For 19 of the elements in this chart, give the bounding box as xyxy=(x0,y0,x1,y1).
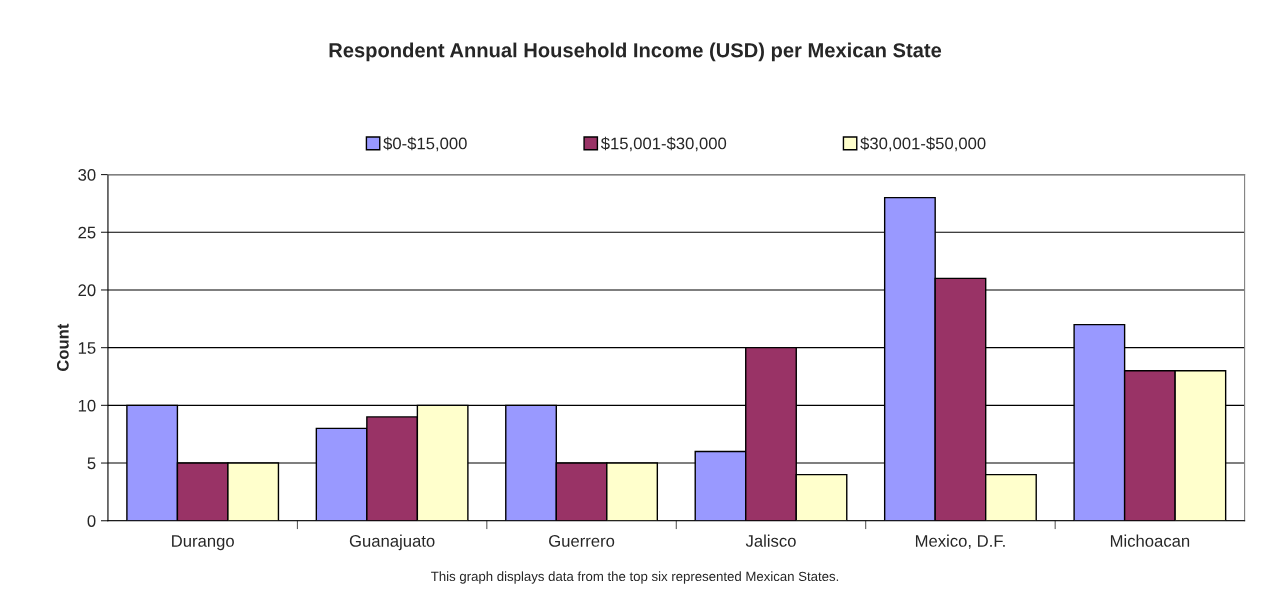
legend-label: $30,001-$50,000 xyxy=(860,136,986,152)
y-tick-label: 15 xyxy=(78,342,96,354)
x-tick-label: Mexico, D.F. xyxy=(915,534,1005,549)
x-tick-label: Guanajuato xyxy=(349,534,435,551)
legend-label: $15,001-$30,000 xyxy=(600,136,727,152)
y-tick-label: 25 xyxy=(78,226,96,239)
x-tick-label: Guerrero xyxy=(549,535,615,547)
y-axis-title: Count xyxy=(56,323,69,372)
x-tick-label: Michoacan xyxy=(1110,534,1190,547)
chart-title: Respondent Annual Household Income (USD) per Mexican State xyxy=(329,42,942,62)
x-tick-label: Durango xyxy=(172,535,234,551)
y-tick-label: 10 xyxy=(78,399,96,412)
y-tick-label: 20 xyxy=(78,284,96,297)
legend-label: $0-$15,000 xyxy=(383,136,467,152)
x-tick-label: Jalisco xyxy=(745,534,796,547)
y-tick-label: 0 xyxy=(87,515,96,527)
text: This graph displays data from the top six represented Mexican States. xyxy=(431,571,839,584)
y-tick-label: 5 xyxy=(87,457,96,470)
y-tick-label: 30 xyxy=(78,168,96,181)
